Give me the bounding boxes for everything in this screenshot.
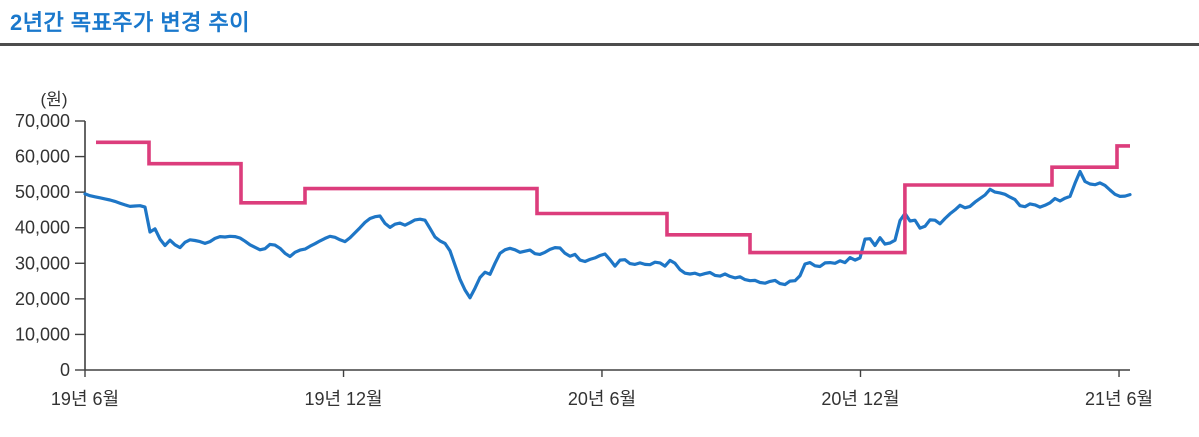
x-axis-tick-label: 21년 6월 bbox=[1085, 389, 1153, 409]
y-axis-tick-label: 50,000 bbox=[15, 182, 70, 202]
x-axis-tick-label: 19년 12월 bbox=[304, 389, 382, 409]
y-axis-tick-label: 20,000 bbox=[15, 289, 70, 309]
page-title: 2년간 목표주가 변경 추이 bbox=[10, 10, 250, 35]
x-axis-tick-label: 19년 6월 bbox=[51, 389, 119, 409]
stock-price-line bbox=[83, 169, 1132, 300]
y-axis-tick-label: 60,000 bbox=[15, 147, 70, 167]
x-axis-tick-label: 20년 12월 bbox=[821, 389, 899, 409]
title-underline bbox=[0, 43, 1199, 46]
y-axis-tick-label: 40,000 bbox=[15, 218, 70, 238]
y-axis-unit-label: (원) bbox=[40, 90, 68, 109]
y-axis-tick-label: 10,000 bbox=[15, 324, 70, 344]
y-axis-tick-label: 70,000 bbox=[15, 111, 70, 131]
y-axis-tick-label: 30,000 bbox=[15, 253, 70, 273]
y-axis-tick-label: 0 bbox=[60, 360, 70, 380]
x-axis-tick-label: 20년 6월 bbox=[568, 389, 636, 409]
target-price-step-line bbox=[96, 140, 1130, 255]
